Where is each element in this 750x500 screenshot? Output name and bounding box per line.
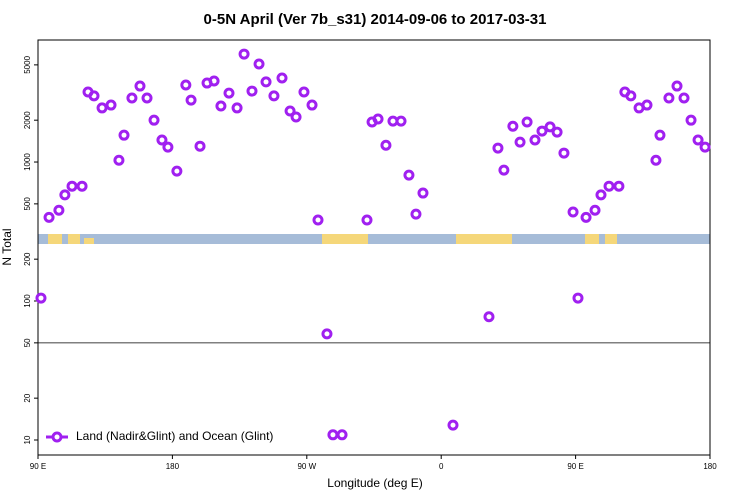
point bbox=[625, 90, 637, 102]
point bbox=[678, 92, 690, 104]
x-tick-label: 90 W bbox=[297, 462, 316, 471]
point bbox=[685, 114, 697, 126]
point bbox=[567, 206, 579, 218]
point bbox=[276, 72, 288, 84]
point bbox=[671, 80, 683, 92]
point bbox=[180, 79, 192, 91]
point bbox=[403, 169, 415, 181]
point bbox=[96, 102, 108, 114]
point bbox=[208, 75, 220, 87]
point bbox=[327, 429, 339, 441]
point bbox=[558, 147, 570, 159]
point bbox=[692, 134, 704, 146]
point bbox=[215, 100, 227, 112]
point bbox=[298, 86, 310, 98]
point bbox=[290, 111, 302, 123]
point bbox=[507, 120, 519, 132]
point bbox=[595, 189, 607, 201]
point bbox=[589, 204, 601, 216]
y-tick-label: 2000 bbox=[23, 111, 32, 129]
point bbox=[156, 134, 168, 146]
point bbox=[641, 99, 653, 111]
point bbox=[498, 164, 510, 176]
point bbox=[141, 92, 153, 104]
point bbox=[372, 113, 384, 125]
point bbox=[650, 154, 662, 166]
point bbox=[699, 141, 711, 153]
point bbox=[113, 154, 125, 166]
point bbox=[43, 211, 55, 223]
point bbox=[162, 141, 174, 153]
point bbox=[321, 328, 333, 340]
point bbox=[126, 92, 138, 104]
point bbox=[544, 121, 556, 133]
point bbox=[529, 134, 541, 146]
point bbox=[551, 126, 563, 138]
y-axis-label: N Total bbox=[0, 228, 14, 265]
plot-frame bbox=[37, 39, 711, 456]
point bbox=[148, 114, 160, 126]
point bbox=[35, 292, 47, 304]
y-tick-label: 20 bbox=[23, 393, 32, 402]
point bbox=[59, 189, 71, 201]
point bbox=[118, 129, 130, 141]
point bbox=[194, 140, 206, 152]
chart-title: 0-5N April (Ver 7b_s31) 2014-09-06 to 20… bbox=[204, 11, 547, 28]
point bbox=[663, 92, 675, 104]
point bbox=[521, 116, 533, 128]
point bbox=[284, 105, 296, 117]
point bbox=[185, 94, 197, 106]
y-tick-label: 500 bbox=[23, 197, 32, 211]
y-tick-label: 100 bbox=[23, 294, 32, 308]
point bbox=[603, 180, 615, 192]
point bbox=[246, 85, 258, 97]
x-axis-label: Longitude (deg E) bbox=[327, 476, 422, 490]
y-tick-label: 50 bbox=[23, 338, 32, 347]
point bbox=[76, 180, 88, 192]
land-ocean-band bbox=[38, 234, 710, 244]
point bbox=[536, 125, 548, 137]
point bbox=[231, 102, 243, 114]
point bbox=[417, 187, 429, 199]
point bbox=[306, 99, 318, 111]
point bbox=[238, 48, 250, 60]
point bbox=[483, 311, 495, 323]
point bbox=[613, 180, 625, 192]
y-tick-label: 200 bbox=[23, 252, 32, 266]
y-tick-label: 10 bbox=[23, 435, 32, 444]
point bbox=[53, 204, 65, 216]
point bbox=[268, 90, 280, 102]
point bbox=[105, 99, 117, 111]
point bbox=[88, 90, 100, 102]
point bbox=[312, 214, 324, 226]
point bbox=[410, 208, 422, 220]
x-tick-label: 180 bbox=[166, 462, 180, 471]
point bbox=[361, 214, 373, 226]
point bbox=[572, 292, 584, 304]
point bbox=[395, 115, 407, 127]
point bbox=[447, 419, 459, 431]
point bbox=[492, 142, 504, 154]
point bbox=[654, 129, 666, 141]
legend-marker bbox=[51, 431, 63, 443]
point bbox=[134, 80, 146, 92]
y-tick-label: 1000 bbox=[23, 153, 32, 171]
legend-label: Land (Nadir&Glint) and Ocean (Glint) bbox=[76, 429, 273, 443]
point bbox=[580, 211, 592, 223]
y-tick-label: 5000 bbox=[23, 55, 32, 73]
x-tick-label: 90 E bbox=[30, 462, 46, 471]
x-tick-label: 0 bbox=[439, 462, 444, 471]
x-tick-label: 90 E bbox=[567, 462, 583, 471]
point bbox=[171, 165, 183, 177]
point bbox=[336, 429, 348, 441]
x-tick-label: 180 bbox=[703, 462, 717, 471]
point bbox=[514, 136, 526, 148]
point bbox=[66, 180, 78, 192]
point bbox=[380, 139, 392, 151]
point bbox=[253, 58, 265, 70]
point bbox=[223, 87, 235, 99]
point bbox=[260, 76, 272, 88]
